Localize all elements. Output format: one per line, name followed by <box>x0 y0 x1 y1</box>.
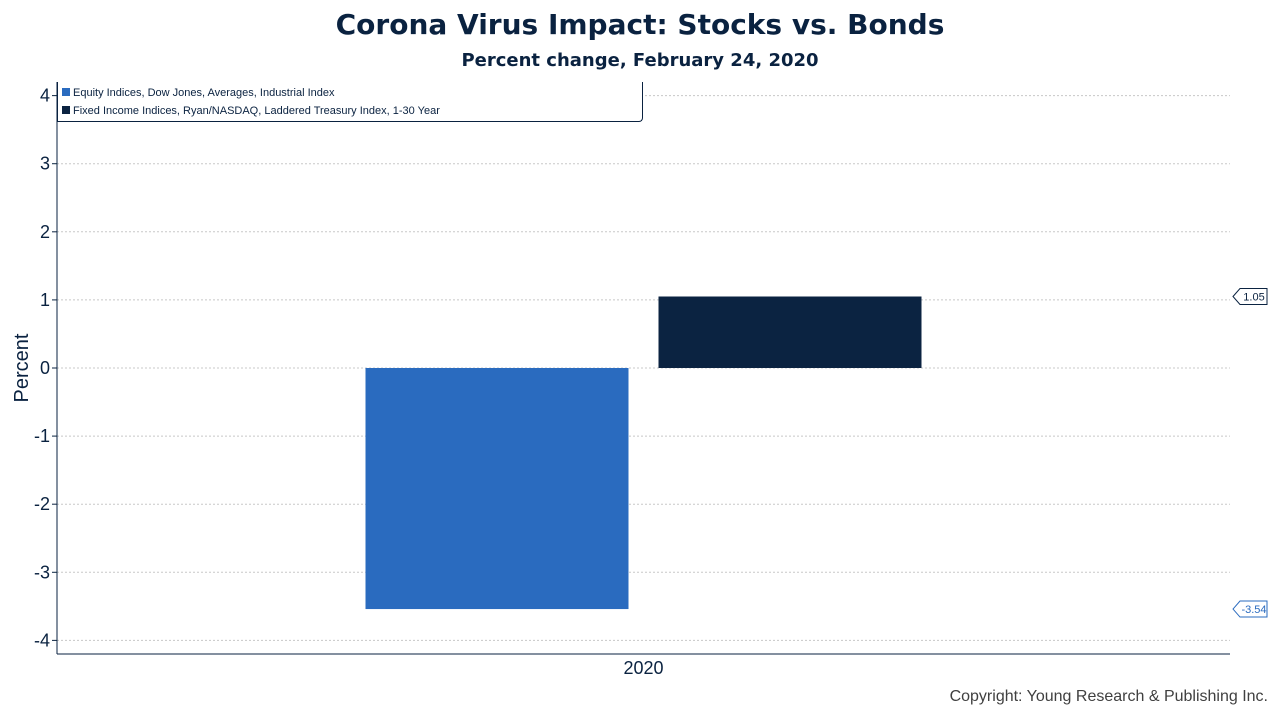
bar-1-0 <box>658 296 922 368</box>
legend-label-fixed-income: Fixed Income Indices, Ryan/NASDAQ, Ladde… <box>73 105 440 117</box>
value-tag-1 <box>1232 288 1268 305</box>
y-tick-label-8: -4 <box>34 630 50 650</box>
value-tag-label-0: -3.54 <box>1241 604 1266 616</box>
chart-title: Corona Virus Impact: Stocks vs. Bonds <box>335 8 945 41</box>
y-tick-label-2: 2 <box>40 222 50 242</box>
value-tag-0 <box>1232 600 1268 618</box>
legend-swatch-fixed-income <box>62 106 70 114</box>
legend-swatch-equity <box>62 88 70 96</box>
legend-label-equity: Equity Indices, Dow Jones, Averages, Ind… <box>73 87 335 99</box>
y-tick-label-5: -1 <box>34 426 50 446</box>
y-tick-label-3: 1 <box>40 290 50 310</box>
y-tick-label-0: 4 <box>40 86 50 106</box>
x-tick-label-0: 2020 <box>623 658 663 678</box>
bar-0-0 <box>365 368 629 610</box>
legend-item-equity: Equity Indices, Dow Jones, Averages, Ind… <box>62 86 335 100</box>
legend-item-fixed-income: Fixed Income Indices, Ryan/NASDAQ, Ladde… <box>62 104 440 118</box>
y-tick-label-4: 0 <box>40 358 50 378</box>
chart-legend: Equity Indices, Dow Jones, Averages, Ind… <box>57 82 643 122</box>
y-tick-label-7: -3 <box>34 562 50 582</box>
y-tick-label-6: -2 <box>34 494 50 514</box>
y-axis-label: Percent <box>11 333 33 402</box>
y-tick-label-1: 3 <box>40 154 50 174</box>
copyright-text: Copyright: Young Research & Publishing I… <box>949 688 1268 705</box>
chart-subtitle: Percent change, February 24, 2020 <box>461 50 819 71</box>
value-tag-label-1: 1.05 <box>1243 292 1264 304</box>
